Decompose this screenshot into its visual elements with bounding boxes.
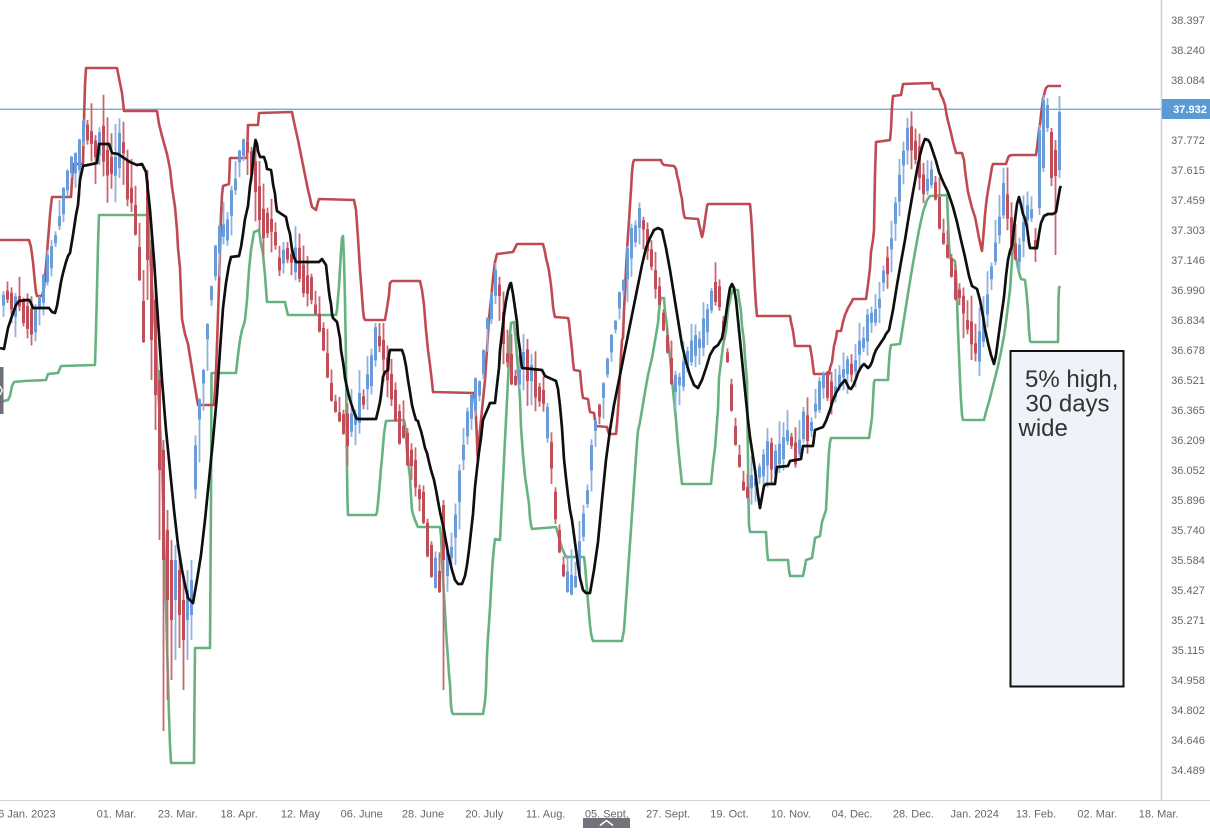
svg-text:38.397: 38.397 (1171, 15, 1205, 27)
svg-text:35.271: 35.271 (1171, 615, 1205, 627)
svg-text:34.958: 34.958 (1171, 675, 1205, 687)
svg-text:02. Mar.: 02. Mar. (1077, 809, 1117, 821)
svg-text:37.146: 37.146 (1171, 255, 1205, 267)
svg-text:36.678: 36.678 (1171, 345, 1205, 357)
svg-text:36.990: 36.990 (1171, 285, 1205, 297)
svg-text:37.615: 37.615 (1171, 165, 1205, 177)
svg-text:35.896: 35.896 (1171, 495, 1205, 507)
svg-text:16 Jan. 2023: 16 Jan. 2023 (0, 809, 56, 821)
svg-text:37.772: 37.772 (1171, 135, 1205, 147)
svg-text:18. Mar.: 18. Mar. (1139, 809, 1179, 821)
svg-text:37.303: 37.303 (1171, 225, 1205, 237)
svg-text:37.459: 37.459 (1171, 195, 1205, 207)
svg-text:34.646: 34.646 (1171, 735, 1205, 747)
svg-text:36.521: 36.521 (1171, 375, 1205, 387)
svg-text:35.115: 35.115 (1172, 645, 1205, 657)
svg-text:36.052: 36.052 (1171, 465, 1205, 477)
svg-text:36.834: 36.834 (1171, 315, 1205, 327)
svg-text:11. Aug.: 11. Aug. (526, 809, 566, 821)
svg-text:Jan. 2024: Jan. 2024 (951, 809, 999, 821)
svg-text:23. Mar.: 23. Mar. (158, 809, 198, 821)
svg-text:34.802: 34.802 (1171, 705, 1205, 717)
svg-text:01. Mar.: 01. Mar. (97, 809, 137, 821)
svg-text:13. Feb.: 13. Feb. (1016, 809, 1056, 821)
svg-text:36.209: 36.209 (1171, 435, 1205, 447)
svg-text:19. Oct.: 19. Oct. (710, 809, 749, 821)
svg-text:18. Apr.: 18. Apr. (220, 809, 257, 821)
svg-text:28. Dec.: 28. Dec. (893, 809, 934, 821)
svg-text:35.427: 35.427 (1171, 585, 1205, 597)
svg-text:12. May: 12. May (281, 809, 321, 821)
svg-text:5% high,: 5% high, (1025, 366, 1118, 393)
svg-text:35.584: 35.584 (1171, 555, 1205, 567)
svg-text:34.489: 34.489 (1171, 765, 1205, 777)
svg-text:05. Sept.: 05. Sept. (585, 809, 629, 821)
svg-text:20. July: 20. July (465, 809, 503, 821)
svg-text:36.365: 36.365 (1171, 405, 1205, 417)
svg-text:04. Dec.: 04. Dec. (832, 809, 873, 821)
svg-text:wide: wide (1018, 415, 1068, 442)
svg-text:35.740: 35.740 (1171, 525, 1205, 537)
svg-text:37.932: 37.932 (1173, 104, 1207, 116)
svg-text:27. Sept.: 27. Sept. (646, 809, 690, 821)
svg-text:38.240: 38.240 (1171, 45, 1205, 57)
svg-text:30 days: 30 days (1026, 391, 1110, 418)
svg-text:28. June: 28. June (402, 809, 444, 821)
svg-text:06. June: 06. June (341, 809, 383, 821)
svg-text:10. Nov.: 10. Nov. (771, 809, 811, 821)
svg-text:38.084: 38.084 (1171, 75, 1205, 87)
